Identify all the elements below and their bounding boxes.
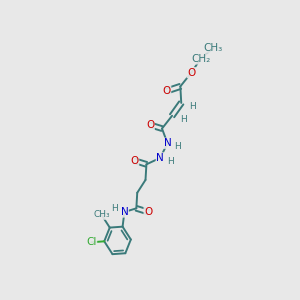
Text: CH₃: CH₃: [93, 210, 110, 219]
Text: Cl: Cl: [86, 237, 97, 247]
Text: O: O: [144, 207, 152, 217]
Text: H: H: [189, 102, 196, 111]
Text: O: O: [130, 156, 139, 166]
Text: N: N: [121, 207, 128, 217]
Text: O: O: [187, 68, 196, 78]
Text: H: H: [167, 157, 174, 166]
Text: N: N: [156, 153, 164, 163]
Text: H: H: [111, 204, 118, 213]
Text: H: H: [174, 142, 181, 152]
Text: CH₂: CH₂: [191, 54, 210, 64]
Text: CH₃: CH₃: [204, 43, 223, 53]
Text: O: O: [163, 86, 171, 96]
Text: N: N: [164, 138, 171, 148]
Text: H: H: [180, 115, 187, 124]
Text: O: O: [146, 120, 154, 130]
